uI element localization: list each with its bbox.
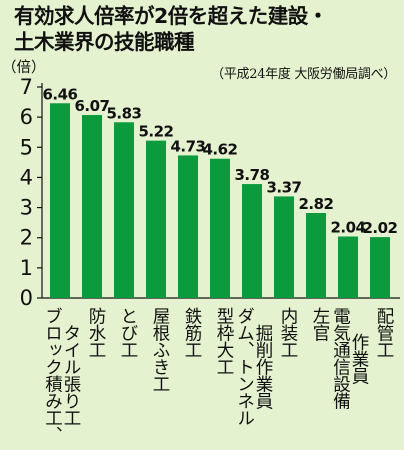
category-label-8-line-0: 左官 — [310, 307, 330, 341]
value-label-8: 2.82 — [298, 195, 333, 213]
y-tick-label-0: 0 — [20, 286, 33, 310]
bar-2 — [114, 122, 134, 298]
category-label-6-line-0: 掘削作業員 — [253, 324, 273, 409]
bar-0 — [50, 103, 70, 298]
value-label-4: 4.73 — [170, 137, 205, 155]
category-label-5: 型枠大工 — [207, 307, 234, 375]
category-label-4: 鉄筋工 — [175, 307, 202, 358]
chart-title-line-2: 土木業界の技能職種 — [14, 30, 195, 54]
bar-5 — [210, 158, 230, 298]
y-tick-label-3: 3 — [20, 196, 33, 220]
bar-6 — [242, 184, 262, 298]
category-label-9: 作業員 電気通信設備 — [328, 307, 370, 409]
value-label-1: 6.07 — [74, 97, 109, 115]
category-label-5-line-0: 型枠大工 — [214, 307, 234, 375]
y-tick-label-2: 2 — [20, 226, 33, 250]
value-label-5: 4.62 — [202, 141, 237, 159]
bar-4 — [178, 155, 198, 298]
y-tick-label-4: 4 — [20, 165, 33, 189]
category-label-6-line-1: ダム、トンネル — [234, 307, 255, 426]
value-label-9: 2.04 — [330, 219, 365, 237]
value-label-10: 2.02 — [362, 219, 397, 237]
category-label-0-line-1: ブロック積み工、 — [42, 307, 63, 443]
bar-8 — [306, 212, 326, 298]
value-label-6: 3.78 — [234, 166, 269, 184]
category-label-0: タイル張り工 ブロック積み工、 — [40, 307, 82, 443]
category-label-6: 掘削作業員 ダム、トンネル — [232, 307, 274, 426]
value-label-3: 5.22 — [138, 123, 173, 141]
category-label-1: 防水工 — [79, 307, 106, 358]
category-label-10: 配管工 — [367, 307, 394, 358]
category-label-7-line-0: 内装工 — [278, 307, 298, 358]
category-label-9-line-1: 電気通信設備 — [330, 307, 351, 409]
category-label-10-line-0: 配管工 — [374, 307, 394, 358]
value-label-7: 3.37 — [266, 178, 301, 196]
category-label-8: 左官 — [303, 307, 330, 341]
category-label-1-line-0: 防水工 — [86, 307, 106, 358]
category-label-0-line-0: タイル張り工 — [61, 324, 81, 426]
value-label-2: 5.83 — [106, 104, 141, 122]
bar-10 — [370, 237, 390, 298]
chart-title-line-1: 有効求人倍率が2倍を超えた建設・ — [14, 4, 328, 28]
bar-9 — [338, 236, 358, 298]
value-label-0: 6.46 — [42, 85, 77, 103]
bar-1 — [82, 115, 102, 298]
bar-7 — [274, 196, 294, 298]
category-label-4-line-0: 鉄筋工 — [182, 307, 202, 358]
y-tick-label-7: 7 — [20, 75, 33, 99]
y-tick-label-1: 1 — [20, 256, 33, 280]
category-label-2: とび工 — [111, 307, 138, 358]
source-note: （平成24年度 大阪労働局調べ） — [211, 67, 396, 82]
category-label-3-line-0: 屋根ふき工 — [150, 307, 170, 392]
bar-3 — [146, 140, 166, 298]
category-label-9-line-0: 作業員 — [349, 332, 369, 384]
category-label-3: 屋根ふき工 — [143, 307, 170, 392]
category-label-2-line-0: とび工 — [118, 307, 138, 358]
y-axis-unit-label: （倍） — [2, 60, 46, 76]
category-label-7: 内装工 — [271, 307, 298, 358]
y-tick-label-5: 5 — [20, 135, 33, 159]
y-tick-label-6: 6 — [20, 105, 33, 129]
